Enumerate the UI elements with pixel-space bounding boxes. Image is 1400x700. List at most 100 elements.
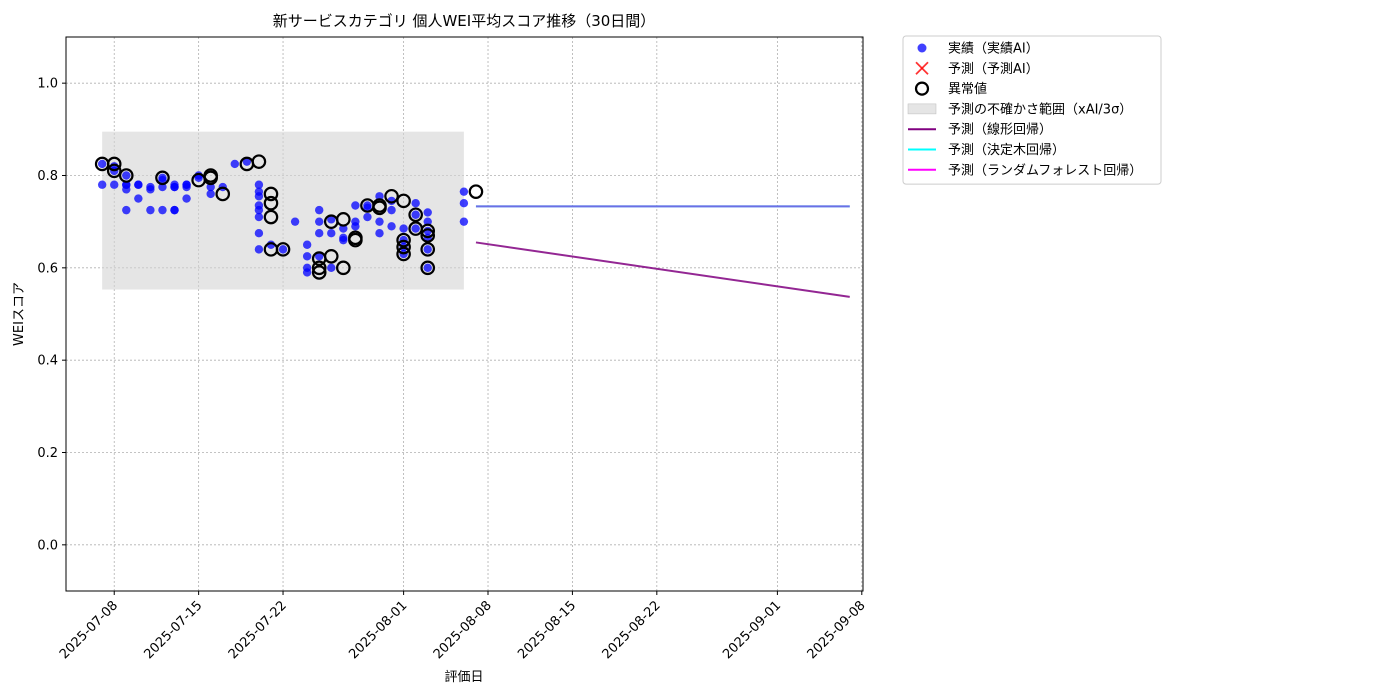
plot-area: 0.0 0.2 0.4 0.6 0.8 1.0 2025-07-08 2025-07-15 20… xyxy=(37,36,869,662)
x-tick-label: 2025-09-01 xyxy=(720,598,784,662)
outlier-marker xyxy=(408,207,423,223)
actual-point xyxy=(182,194,191,203)
actual-point xyxy=(290,217,300,226)
actual-point xyxy=(146,185,155,194)
x-tick-label: 2025-07-22 xyxy=(226,598,290,662)
outlier-marker xyxy=(311,265,327,280)
x-tick-label: 2025-09-08 xyxy=(805,598,869,662)
outlier-marker xyxy=(203,170,218,186)
actual-point xyxy=(363,212,372,222)
actual-point xyxy=(278,245,288,254)
actual-point xyxy=(459,217,469,226)
actual-point xyxy=(399,224,408,233)
actual-point xyxy=(134,180,143,189)
actual-point xyxy=(122,205,131,215)
actual-point xyxy=(375,229,384,238)
actual-point xyxy=(351,201,360,210)
actual-point xyxy=(327,263,336,273)
actual-point xyxy=(351,222,360,231)
actual-point xyxy=(302,252,312,261)
actual-point xyxy=(459,187,469,196)
outlier-marker xyxy=(106,163,122,179)
actual-point xyxy=(411,210,420,219)
outlier-marker xyxy=(263,195,279,211)
x-tick-label: 2025-08-01 xyxy=(346,598,410,662)
outlier-marker xyxy=(396,246,411,262)
actual-point xyxy=(254,192,264,201)
outlier-marker xyxy=(372,198,387,213)
legend-box xyxy=(902,35,1162,185)
chart-title: 新サービスカテゴリ 個人WEI平均スコア推移（30日間） xyxy=(273,12,656,30)
legend-actual-marker xyxy=(917,43,927,53)
legend-label: 異常値 xyxy=(948,81,987,97)
legend-label: 予測（決定木回帰） xyxy=(948,142,1065,158)
y-tick-label: 0.4 xyxy=(37,354,58,369)
actual-point xyxy=(206,189,215,199)
plot-frame xyxy=(65,36,864,592)
legend-band-patch xyxy=(907,103,937,115)
y-tick-label: 0.8 xyxy=(37,169,58,184)
outlier-marker xyxy=(468,184,484,199)
actual-point xyxy=(242,157,252,166)
actual-point xyxy=(170,180,179,189)
actual-point xyxy=(122,185,131,194)
outlier-marker xyxy=(396,193,411,209)
x-tick-label: 2025-08-15 xyxy=(515,598,579,662)
outlier-marker xyxy=(336,212,351,227)
actual-point xyxy=(423,263,432,273)
x-tick-label: 2025-08-22 xyxy=(600,598,664,662)
actual-point xyxy=(97,159,107,169)
actual-point xyxy=(315,217,324,226)
x-tick-label: 2025-08-08 xyxy=(431,598,495,662)
actual-point xyxy=(158,205,167,215)
outlier-marker xyxy=(420,260,436,276)
actual-point xyxy=(254,212,264,222)
legend-label: 予測（線形回帰） xyxy=(948,122,1052,138)
actual-point xyxy=(110,180,119,189)
outlier-marker xyxy=(336,260,351,276)
actual-point xyxy=(230,159,240,169)
outlier-marker xyxy=(275,242,291,257)
y-tick-label: 1.0 xyxy=(37,77,58,92)
outlier-marker xyxy=(215,186,231,202)
actual-point xyxy=(97,180,107,189)
actual-point xyxy=(122,171,131,180)
y-axis-label: WEIスコア xyxy=(12,282,27,346)
legend-label: 予測（ランダムフォレスト回帰） xyxy=(948,162,1142,178)
x-tick-label: 2025-07-08 xyxy=(57,598,121,662)
actual-point xyxy=(387,222,396,231)
outlier-marker xyxy=(348,230,363,246)
actual-point xyxy=(411,199,420,208)
actual-point xyxy=(375,192,384,201)
legend-label: 実績（実績AI） xyxy=(948,41,1039,57)
outlier-marker xyxy=(396,232,411,248)
actual-point xyxy=(327,229,336,238)
actual-point xyxy=(339,224,348,233)
actual-point xyxy=(459,199,469,208)
actual-point xyxy=(423,245,432,254)
actual-point xyxy=(302,268,312,277)
actual-point xyxy=(254,180,264,189)
actual-point xyxy=(315,229,324,238)
actual-point xyxy=(363,201,372,210)
y-tick-label: 0.0 xyxy=(37,538,58,553)
outlier-marker xyxy=(420,223,436,239)
outlier-marker xyxy=(155,170,170,186)
actual-point xyxy=(134,194,143,203)
legend-outlier-marker xyxy=(914,81,930,96)
outlier-marker xyxy=(323,248,339,264)
actual-point xyxy=(315,205,324,215)
legend-predicted-marker xyxy=(915,61,929,75)
actual-point xyxy=(315,252,324,261)
actual-point xyxy=(423,208,432,217)
outlier-marker xyxy=(420,242,436,257)
actual-point xyxy=(423,217,432,226)
outlier-marker xyxy=(384,188,399,204)
actual-point xyxy=(254,229,264,238)
legend-label: 予測（予測AI） xyxy=(948,62,1039,77)
actual-point xyxy=(387,205,396,215)
y-tick-label: 0.2 xyxy=(37,446,58,461)
actual-point xyxy=(302,240,312,249)
